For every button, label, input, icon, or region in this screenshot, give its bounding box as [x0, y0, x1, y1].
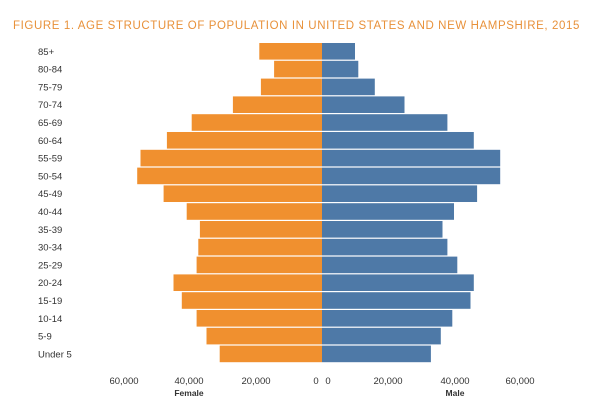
bar-male-15 — [322, 310, 453, 327]
bar-male-1 — [322, 60, 359, 78]
bar-female-10 — [199, 221, 322, 238]
bar-male-0 — [322, 43, 355, 60]
bar-female-3 — [232, 96, 322, 113]
bar-female-2 — [260, 78, 322, 96]
x-tick-label: 20,000 — [241, 376, 270, 387]
bar-female-13 — [173, 274, 322, 291]
age-group-label: 25-29 — [38, 260, 62, 271]
bar-male-9 — [322, 203, 454, 220]
age-group-label: 85+ — [38, 47, 55, 58]
age-group-label: 55-59 — [38, 154, 62, 165]
age-group-label: 15-19 — [38, 296, 62, 307]
age-group-label: 45-49 — [38, 189, 62, 200]
bar-male-14 — [322, 292, 471, 309]
bar-male-7 — [322, 167, 501, 185]
bar-male-3 — [322, 96, 405, 113]
x-axis-ticks: 60,000 40,000 20,000 0 0 20,000 40,000 60,000 — [109, 376, 534, 387]
age-group-label: 65-69 — [38, 118, 62, 129]
bar-male-5 — [322, 132, 474, 149]
bar-male-6 — [322, 149, 501, 167]
bar-female-0 — [259, 43, 322, 60]
bar-female-11 — [198, 238, 323, 256]
bar-male-13 — [322, 274, 474, 291]
bar-female-12 — [196, 256, 322, 274]
bar-female-9 — [186, 203, 322, 220]
bar-female-5 — [166, 132, 322, 149]
x-axis-title-female: Female — [174, 388, 204, 398]
chart-title: FIGURE 1. AGE STRUCTURE OF POPULATION IN… — [13, 20, 580, 32]
age-group-label: 60-64 — [38, 136, 62, 147]
bar-female-8 — [163, 185, 322, 202]
bars-layer — [137, 43, 501, 363]
age-group-label: 70-74 — [38, 100, 62, 111]
bar-male-16 — [322, 327, 441, 345]
x-tick-label: 60,000 — [109, 376, 138, 387]
age-group-labels: 85+ 80-84 75-79 70-74 65-69 60-64 55-59 50-54 45… — [38, 47, 72, 361]
x-tick-label: 40,000 — [174, 376, 203, 387]
age-group-label: 40-44 — [38, 207, 62, 218]
bar-male-4 — [322, 114, 448, 131]
age-group-label: 10-14 — [38, 314, 62, 325]
age-group-label: 35-39 — [38, 225, 62, 236]
age-group-label: 80-84 — [38, 65, 62, 76]
x-tick-label: 0 — [325, 376, 330, 387]
bar-male-10 — [322, 221, 443, 238]
x-axis-title-male: Male — [446, 388, 465, 398]
bar-male-11 — [322, 238, 448, 256]
x-tick-label: 40,000 — [440, 376, 469, 387]
bar-female-1 — [274, 60, 322, 78]
bar-female-4 — [191, 114, 322, 131]
age-group-label: 50-54 — [38, 171, 62, 182]
age-group-label: 30-34 — [38, 243, 62, 254]
bar-female-17 — [219, 345, 322, 363]
bar-male-8 — [322, 185, 478, 202]
bar-female-14 — [181, 292, 323, 309]
age-group-label: 5-9 — [38, 332, 52, 343]
age-group-label: 20-24 — [38, 278, 62, 289]
x-tick-label: 20,000 — [373, 376, 402, 387]
bar-female-16 — [206, 327, 322, 345]
bar-female-15 — [196, 310, 322, 327]
bar-female-6 — [140, 149, 322, 167]
age-group-label: 75-79 — [38, 82, 62, 93]
bar-male-17 — [322, 345, 431, 363]
age-group-label: Under 5 — [38, 349, 72, 360]
bar-male-12 — [322, 256, 458, 274]
x-tick-label: 60,000 — [505, 376, 534, 387]
x-tick-label: 0 — [313, 376, 318, 387]
bar-female-7 — [137, 167, 322, 185]
bar-male-2 — [322, 78, 375, 96]
